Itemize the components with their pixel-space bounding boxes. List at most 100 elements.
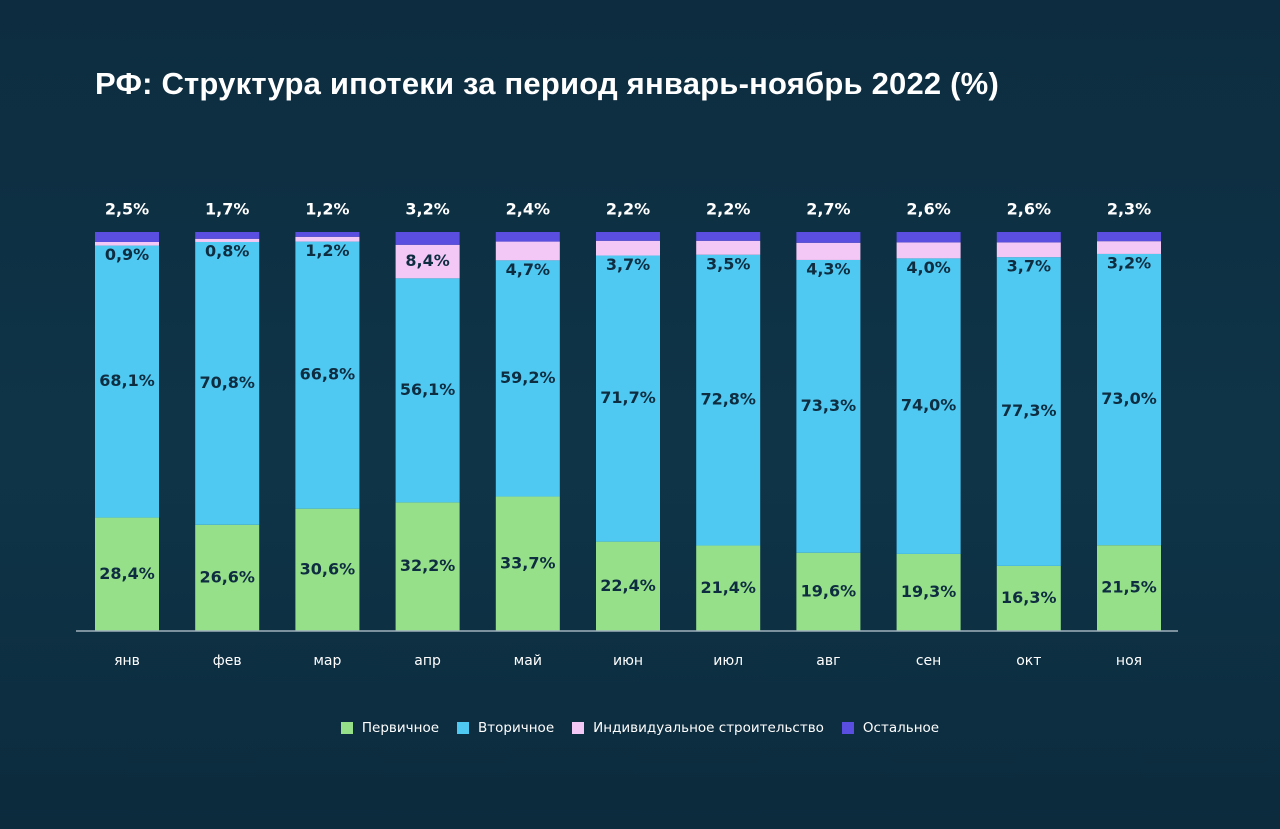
bar-segment-secondary-3	[295, 241, 360, 509]
bar-segment-primary-11	[1097, 545, 1161, 631]
data-label-individual-6: 3,7%	[606, 255, 650, 274]
bar-segment-secondary-7	[696, 254, 761, 546]
data-label-individual-5: 4,7%	[506, 260, 550, 279]
data-label-secondary-6: 71,7%	[600, 388, 656, 407]
data-label-individual-11: 3,2%	[1107, 253, 1151, 272]
bar-segment-secondary-6	[596, 255, 660, 542]
bar-segment-other-8	[796, 232, 861, 243]
x-tick-labels-group: янв фев мар апр май июн июл авг сен окт ноя	[114, 653, 1142, 669]
data-label-secondary-10: 77,3%	[1001, 401, 1057, 420]
data-label-individual-8: 4,3%	[806, 259, 850, 278]
bar-segment-individual-8	[796, 242, 861, 260]
data-label-secondary-5: 59,2%	[500, 368, 556, 387]
data-label-other-8: 2,7%	[806, 200, 850, 219]
data-label-other-3: 1,2%	[305, 200, 349, 219]
bar-segment-secondary-4	[395, 278, 460, 503]
data-label-primary-5: 33,7%	[500, 553, 556, 572]
legend-label-primary: Первичное	[361, 720, 440, 736]
data-label-secondary-1: 68,1%	[99, 371, 155, 390]
bar-segment-other-4	[395, 232, 460, 245]
x-tick-label-3: мар	[313, 653, 341, 669]
bar-segment-other-5	[495, 232, 560, 242]
legend-label-individual: Индивидуальное строительство	[593, 720, 824, 736]
legend-item-other: Остальное	[841, 720, 939, 736]
bar-segment-primary-2	[195, 524, 260, 631]
data-label-secondary-4: 56,1%	[400, 380, 456, 399]
bar-segment-primary-3	[295, 508, 360, 631]
bar-segment-secondary-5	[495, 260, 560, 497]
data-label-individual-1: 0,9%	[105, 245, 149, 264]
data-label-secondary-9: 74,0%	[901, 396, 957, 415]
data-label-individual-2: 0,8%	[205, 241, 249, 260]
top-labels-group: 2,5% 1,7% 1,2% 3,2% 2,4% 2,2% 2,2% 2,7% 2,6% 2,6%…	[105, 200, 1151, 219]
bar-segment-other-6	[596, 232, 660, 241]
data-label-other-6: 2,2%	[606, 200, 650, 219]
stacked-bar-chart: 28,4% 68,1% 0,9% 26,6% 70,8% 0,8% 30,6% 66,8% 1,…	[76, 200, 1178, 669]
data-label-primary-1: 28,4%	[99, 564, 155, 583]
bar-segment-primary-4	[395, 502, 460, 631]
legend-swatch-other	[841, 722, 854, 734]
data-label-primary-6: 22,4%	[600, 576, 656, 595]
data-label-other-4: 3,2%	[405, 200, 449, 219]
data-label-primary-2: 26,6%	[199, 567, 255, 586]
bar-segment-primary-9	[896, 553, 961, 631]
bars-group	[95, 232, 1161, 631]
data-label-primary-4: 32,2%	[400, 556, 456, 575]
bar-segment-individual-4	[395, 244, 460, 279]
bar-segment-secondary-8	[796, 259, 861, 553]
bar-segment-individual-6	[596, 240, 660, 256]
data-label-secondary-8: 73,3%	[801, 396, 857, 415]
x-tick-label-8: авг	[816, 653, 840, 669]
bar-segment-individual-11	[1097, 241, 1161, 254]
x-tick-label-2: фев	[213, 653, 242, 669]
data-label-individual-3: 1,2%	[305, 241, 349, 260]
data-label-individual-4: 8,4%	[405, 251, 449, 270]
x-tick-label-4: апр	[414, 653, 441, 669]
bar-segment-other-11	[1097, 232, 1161, 242]
data-label-other-2: 1,7%	[205, 200, 249, 219]
bar-segment-primary-10	[996, 565, 1061, 631]
bar-segment-primary-1	[95, 517, 159, 631]
bar-segment-secondary-1	[95, 245, 159, 518]
legend-swatch-primary	[340, 722, 353, 734]
bar-segment-individual-5	[495, 241, 560, 261]
bar-segment-individual-9	[896, 242, 961, 259]
data-label-secondary-3: 66,8%	[300, 365, 356, 384]
data-label-primary-8: 19,6%	[801, 581, 857, 600]
x-tick-label-9: сен	[916, 653, 941, 669]
legend-label-secondary: Вторичное	[478, 720, 555, 736]
data-label-other-11: 2,3%	[1107, 200, 1151, 219]
data-label-other-5: 2,4%	[506, 200, 550, 219]
x-tick-label-10: окт	[1016, 653, 1041, 669]
bar-segment-other-10	[996, 232, 1061, 243]
data-label-secondary-11: 73,0%	[1101, 389, 1157, 408]
data-label-other-1: 2,5%	[105, 200, 149, 219]
x-tick-label-11: ноя	[1116, 653, 1142, 669]
data-label-other-7: 2,2%	[706, 200, 750, 219]
legend: Первичное Вторичное Индивидуальное строите…	[0, 720, 1280, 736]
data-label-secondary-2: 70,8%	[199, 373, 255, 392]
bar-segment-individual-2	[195, 238, 260, 242]
bar-segment-secondary-10	[996, 257, 1061, 566]
data-label-individual-10: 3,7%	[1007, 257, 1051, 276]
data-label-primary-10: 16,3%	[1001, 588, 1057, 607]
legend-item-primary: Первичное	[340, 720, 440, 736]
bar-segment-secondary-11	[1097, 253, 1161, 546]
bar-segment-primary-8	[796, 552, 861, 631]
data-label-primary-3: 30,6%	[300, 559, 356, 578]
bar-segment-primary-6	[596, 541, 660, 631]
data-label-other-10: 2,6%	[1007, 200, 1051, 219]
bar-segment-primary-7	[696, 545, 761, 631]
bar-segment-other-3	[295, 232, 360, 237]
bar-segment-individual-10	[996, 242, 1061, 258]
bar-segment-individual-1	[95, 241, 159, 246]
legend-item-individual: Индивидуальное строительство	[572, 720, 824, 736]
data-label-primary-7: 21,4%	[700, 578, 756, 597]
data-label-individual-7: 3,5%	[706, 254, 750, 273]
data-label-primary-9: 19,3%	[901, 582, 957, 601]
legend-swatch-individual	[572, 722, 585, 734]
legend-item-secondary: Вторичное	[457, 720, 554, 736]
segment-labels-group: 28,4% 68,1% 0,9% 26,6% 70,8% 0,8% 30,6% 66,8% 1,…	[99, 241, 1157, 607]
x-tick-label-7: июл	[713, 653, 743, 669]
bar-segment-other-7	[696, 232, 761, 241]
